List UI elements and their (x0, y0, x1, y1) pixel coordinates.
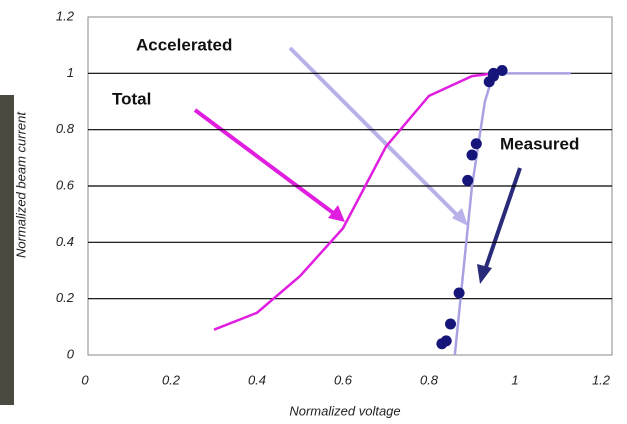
data-point (467, 150, 478, 161)
x-tick-label: 0.2 (162, 372, 181, 387)
data-point (445, 319, 456, 330)
background-photo-strip (0, 95, 14, 405)
series-line (455, 73, 571, 355)
data-point (454, 288, 465, 299)
x-tick-label: 0.8 (420, 372, 439, 387)
annotation: Accelerated (136, 35, 232, 54)
x-tick-label: 0.4 (248, 372, 266, 387)
data-point (497, 65, 508, 76)
y-tick-label: 0 (67, 346, 75, 361)
x-tick-label: 1.2 (592, 372, 611, 387)
x-tick-label: 0 (81, 372, 89, 387)
y-tick-label: 0.4 (56, 234, 74, 249)
data-point (462, 175, 473, 186)
annotation-arrows (195, 48, 520, 284)
y-axis-label: Normalized beam current (13, 111, 28, 258)
annotation: Total (112, 89, 151, 108)
y-tick-label: 0.6 (56, 177, 75, 192)
y-tick-label: 1.2 (56, 8, 75, 23)
y-tick-label: 0.8 (56, 121, 75, 136)
x-axis-label: Normalized voltage (289, 403, 400, 418)
data-point (471, 138, 482, 149)
y-tick-label: 1 (67, 65, 74, 80)
x-tick-label: 1 (511, 372, 518, 387)
data-point (441, 335, 452, 346)
chart: Normalized voltage Normalized beam curre… (0, 0, 627, 424)
y-tick-label: 0.2 (56, 290, 75, 305)
annotation: Measured (500, 134, 579, 153)
x-tick-label: 0.6 (334, 372, 353, 387)
